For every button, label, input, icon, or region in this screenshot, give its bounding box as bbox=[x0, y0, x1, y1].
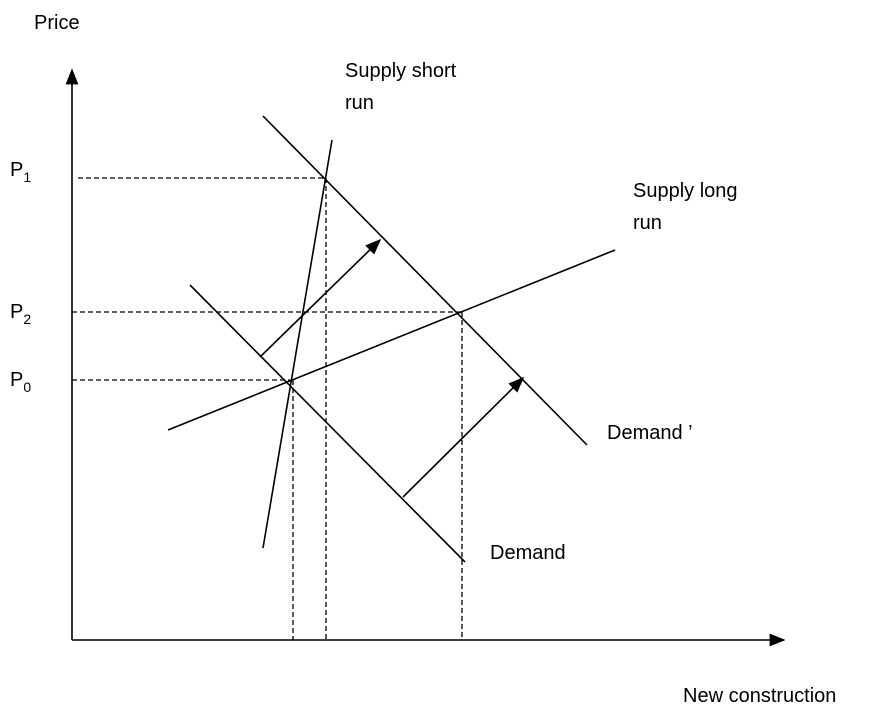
curve-label: run bbox=[633, 212, 662, 234]
price-label-sub: 0 bbox=[23, 379, 31, 395]
price-label: P2 bbox=[10, 301, 31, 327]
price-label-base: P bbox=[10, 159, 23, 181]
price-label-sub: 2 bbox=[23, 311, 31, 327]
curve-label: Demand bbox=[490, 542, 566, 564]
curve-label: Supply short bbox=[345, 60, 457, 82]
curve-label: Supply long bbox=[633, 180, 738, 202]
supply-long-run-line bbox=[167, 249, 616, 431]
curve-label: run bbox=[345, 92, 374, 114]
supply-short-run-line bbox=[262, 139, 333, 549]
price-label: P1 bbox=[10, 159, 31, 185]
curve-label: Demand ’ bbox=[607, 422, 693, 444]
shift-arrow bbox=[402, 376, 525, 498]
demand-shifted-line bbox=[262, 115, 588, 446]
price-label-base: P bbox=[10, 369, 23, 391]
shift-arrow bbox=[259, 238, 382, 358]
price-label-sub: 1 bbox=[23, 169, 31, 185]
price-label-base: P bbox=[10, 301, 23, 323]
demand-line bbox=[189, 284, 466, 563]
x-axis-label: New construction bbox=[683, 685, 836, 706]
price-label: P0 bbox=[10, 369, 31, 395]
y-axis-label: Price bbox=[34, 12, 80, 34]
